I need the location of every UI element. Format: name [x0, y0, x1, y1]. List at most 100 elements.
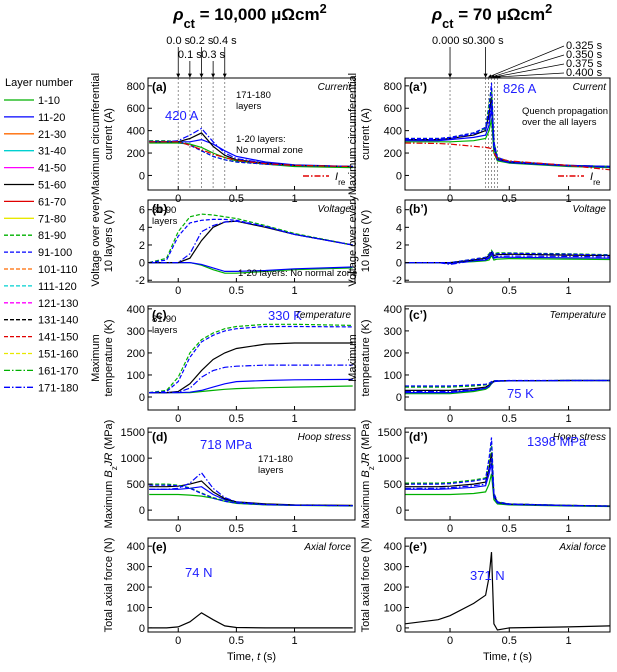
text-part: z	[367, 466, 376, 470]
x-tick-label: 1	[565, 635, 571, 647]
panel-label: (a’)	[409, 80, 427, 94]
y-axis-label: Total axial force (N)	[103, 538, 115, 633]
legend-label: 91-100	[38, 247, 72, 259]
annotation: layers	[258, 465, 284, 476]
text-part: (s)	[516, 651, 532, 663]
annotation: 75 K	[507, 386, 534, 401]
annotation: 81-90	[152, 314, 176, 325]
time-marker-label: 0.400 s	[566, 67, 603, 79]
text-part: 2	[320, 1, 327, 16]
plot-frame	[147, 537, 356, 633]
x-tick-label: 0	[447, 413, 453, 425]
annotation: 826 A	[503, 81, 537, 96]
y-tick-label: 400	[384, 541, 402, 553]
x-tick-label: 1	[291, 285, 297, 297]
y-tick-label: 0	[396, 623, 402, 635]
annotation: 74 N	[185, 565, 212, 580]
y-tick-label: 300	[127, 326, 145, 338]
text-part: Maximum	[360, 478, 372, 529]
panel-name: Hoop stress	[298, 432, 351, 443]
y-tick-label: 200	[384, 348, 402, 360]
x-tick-label: 0.5	[502, 523, 517, 535]
legend-label: 81-90	[38, 230, 66, 242]
series-line	[405, 379, 610, 393]
series-line	[149, 220, 353, 264]
y-tick-label: 200	[384, 582, 402, 594]
reference-line	[405, 142, 610, 171]
panel-name: Axial force	[303, 542, 351, 553]
y-axis-label: Voltage over every	[90, 195, 102, 287]
y-tick-label: 0	[396, 505, 402, 517]
time-marker-label: 0.300 s	[468, 35, 505, 47]
text-part: I	[590, 171, 593, 183]
y-tick-label: 2	[139, 240, 145, 252]
time-marker-leader	[490, 54, 565, 78]
plot-frame	[404, 305, 611, 411]
y-tick-label: 400	[384, 126, 402, 138]
y-tick-label: 1500	[121, 427, 145, 439]
plot-frame	[147, 77, 356, 191]
series-line	[405, 473, 610, 508]
y-tick-label: 100	[384, 602, 402, 614]
y-tick-label: 100	[127, 602, 145, 614]
y-tick-label: 1000	[121, 453, 145, 465]
text-part: z	[110, 466, 119, 470]
text-part: ct	[442, 16, 454, 31]
panel-label: (e’)	[409, 540, 427, 554]
panel-label: (d’)	[409, 430, 428, 444]
plot-frame	[404, 537, 611, 633]
text-part: t	[257, 651, 261, 663]
y-tick-label: 0	[396, 258, 402, 270]
text-part: = 70 μΩcm	[453, 5, 545, 24]
y-tick-label: 0	[139, 170, 145, 182]
series-line	[149, 342, 353, 394]
text-part: re	[593, 178, 601, 187]
legend-label: 41-50	[38, 163, 66, 175]
series-line	[405, 437, 610, 507]
text-part: 2	[545, 1, 552, 16]
time-marker-label: 0.2 s	[190, 35, 214, 47]
series-line	[405, 252, 610, 266]
series-line	[149, 385, 353, 394]
annotation: 718 MPa	[200, 437, 253, 452]
series-line	[405, 442, 610, 507]
y-axis-label: Maximum BzJR (MPa)	[103, 420, 119, 529]
x-tick-label: 0.5	[502, 635, 517, 647]
x-tick-label: 0	[175, 285, 181, 297]
x-tick-label: 1	[291, 193, 297, 205]
plot-frame	[404, 427, 611, 521]
text-part: (s)	[260, 651, 276, 663]
panel-header: ρct = 70 μΩcm2	[431, 1, 552, 31]
text-part: t	[513, 651, 517, 663]
panel-label: (d)	[152, 430, 167, 444]
text-part: re	[338, 178, 346, 187]
x-tick-label: 1	[291, 413, 297, 425]
y-tick-label: 200	[127, 348, 145, 360]
y-tick-label: 300	[384, 326, 402, 338]
y-tick-label: 6	[396, 205, 402, 217]
time-marker-label: 0.000 s	[432, 35, 469, 47]
series-line	[405, 102, 610, 168]
x-axis-label: Time, t (s)	[227, 651, 276, 663]
x-tick-label: 0.5	[502, 413, 517, 425]
y-tick-label: 400	[127, 304, 145, 316]
text-part: I	[335, 171, 338, 183]
reference-label: Ire	[590, 171, 601, 187]
series-line	[149, 218, 353, 264]
y-tick-label: 1500	[378, 427, 402, 439]
annotation: 81-90	[152, 205, 176, 216]
y-tick-label: 500	[384, 479, 402, 491]
text-part: B	[360, 470, 372, 477]
legend-title: Layer number	[5, 77, 73, 89]
series-line	[149, 323, 353, 394]
x-tick-label: 0.5	[229, 635, 244, 647]
x-tick-label: 0	[447, 193, 453, 205]
y-tick-label: 6	[139, 205, 145, 217]
panel-name: Temperature	[550, 310, 607, 321]
time-marker-leader	[493, 63, 565, 79]
y-tick-label: -2	[392, 275, 402, 287]
legend-label: 101-110	[38, 264, 78, 276]
panel-label: (c)	[152, 308, 167, 322]
legend-label: 11-20	[38, 112, 65, 124]
y-axis-label: 10 layers (V)	[360, 210, 372, 272]
